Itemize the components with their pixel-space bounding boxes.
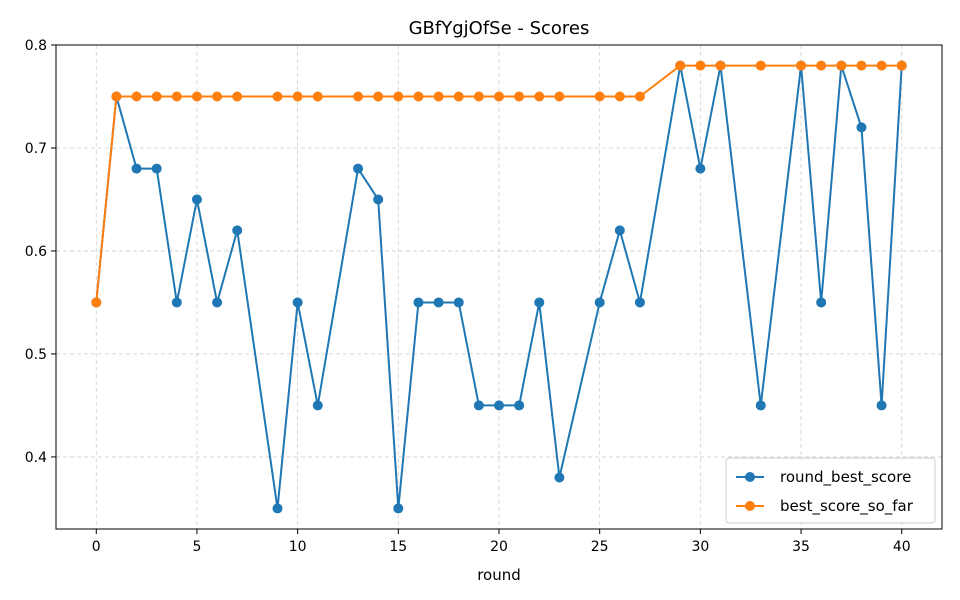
data-point — [393, 503, 404, 514]
data-point — [353, 91, 364, 102]
data-point — [171, 297, 182, 308]
x-tick-label: 20 — [490, 539, 508, 555]
data-point — [292, 297, 303, 308]
legend-marker-best-so-far — [745, 501, 755, 511]
x-tick-label: 5 — [192, 539, 201, 555]
x-tick-label: 10 — [289, 539, 307, 555]
data-point — [292, 91, 303, 102]
chart-title: GBfYgjOfSe - Scores — [409, 18, 590, 39]
data-point — [131, 163, 142, 174]
series-best-score-so-far — [91, 60, 907, 308]
data-point — [876, 60, 887, 71]
data-point — [534, 91, 545, 102]
data-point — [212, 91, 223, 102]
data-point — [594, 297, 605, 308]
data-point — [695, 163, 706, 174]
data-point — [876, 400, 887, 411]
data-point — [534, 297, 545, 308]
data-point — [856, 60, 867, 71]
x-axis-label: round — [477, 566, 521, 584]
data-point — [91, 297, 102, 308]
legend-label-round-best: round_best_score — [780, 468, 911, 487]
data-point — [836, 60, 847, 71]
data-point — [634, 297, 645, 308]
y-tick-label: 0.5 — [25, 347, 47, 363]
data-point — [151, 163, 162, 174]
data-point — [373, 91, 384, 102]
data-point — [473, 91, 484, 102]
x-tick-label: 30 — [691, 539, 709, 555]
data-point — [896, 60, 907, 71]
data-point — [494, 91, 504, 102]
legend-box — [725, 457, 936, 524]
data-point — [413, 297, 424, 308]
data-point — [856, 122, 867, 133]
data-point — [695, 60, 706, 71]
data-point — [312, 91, 323, 102]
data-point — [151, 91, 162, 102]
data-point — [715, 60, 726, 71]
legend: round_best_score best_score_so_far — [725, 457, 936, 524]
data-point — [353, 163, 364, 174]
data-point — [816, 60, 827, 71]
data-point — [191, 91, 202, 102]
x-tick-label: 25 — [591, 539, 609, 555]
data-point — [614, 225, 625, 236]
y-tick-label: 0.4 — [25, 450, 47, 466]
x-tick-label: 15 — [389, 539, 407, 555]
data-point — [796, 60, 807, 71]
data-point — [373, 194, 384, 205]
legend-label-best-so-far: best_score_so_far — [780, 497, 914, 516]
data-point — [111, 91, 122, 102]
data-point — [614, 91, 625, 102]
data-point — [594, 91, 605, 102]
data-point — [473, 400, 484, 411]
data-point — [494, 400, 504, 411]
data-point — [171, 91, 182, 102]
y-tick-label: 0.8 — [25, 38, 47, 54]
legend-marker-round-best — [745, 472, 755, 482]
x-tick-label: 40 — [893, 539, 911, 555]
x-tick-label: 0 — [92, 539, 101, 555]
data-point — [514, 91, 525, 102]
data-point — [675, 60, 686, 71]
data-point — [312, 400, 323, 411]
data-point — [554, 472, 565, 483]
data-point — [514, 400, 525, 411]
data-point — [232, 225, 243, 236]
data-point — [755, 400, 766, 411]
data-point — [191, 194, 202, 205]
data-point — [393, 91, 404, 102]
series-layer — [91, 60, 907, 514]
data-point — [232, 91, 243, 102]
data-point — [453, 297, 464, 308]
data-point — [272, 503, 283, 514]
data-point — [453, 91, 464, 102]
data-point — [433, 91, 444, 102]
data-point — [433, 297, 444, 308]
y-tick-label: 0.6 — [25, 244, 47, 260]
data-point — [755, 60, 766, 71]
data-point — [212, 297, 223, 308]
data-point — [634, 91, 645, 102]
data-point — [413, 91, 424, 102]
ticks: 0 5 10 15 20 25 30 35 40 0.4 0.5 0.6 0.7 0.8 — [25, 38, 911, 555]
data-point — [131, 91, 142, 102]
y-tick-label: 0.7 — [25, 141, 47, 157]
x-tick-label: 35 — [792, 539, 810, 555]
data-point — [816, 297, 827, 308]
data-point — [272, 91, 283, 102]
data-point — [554, 91, 565, 102]
